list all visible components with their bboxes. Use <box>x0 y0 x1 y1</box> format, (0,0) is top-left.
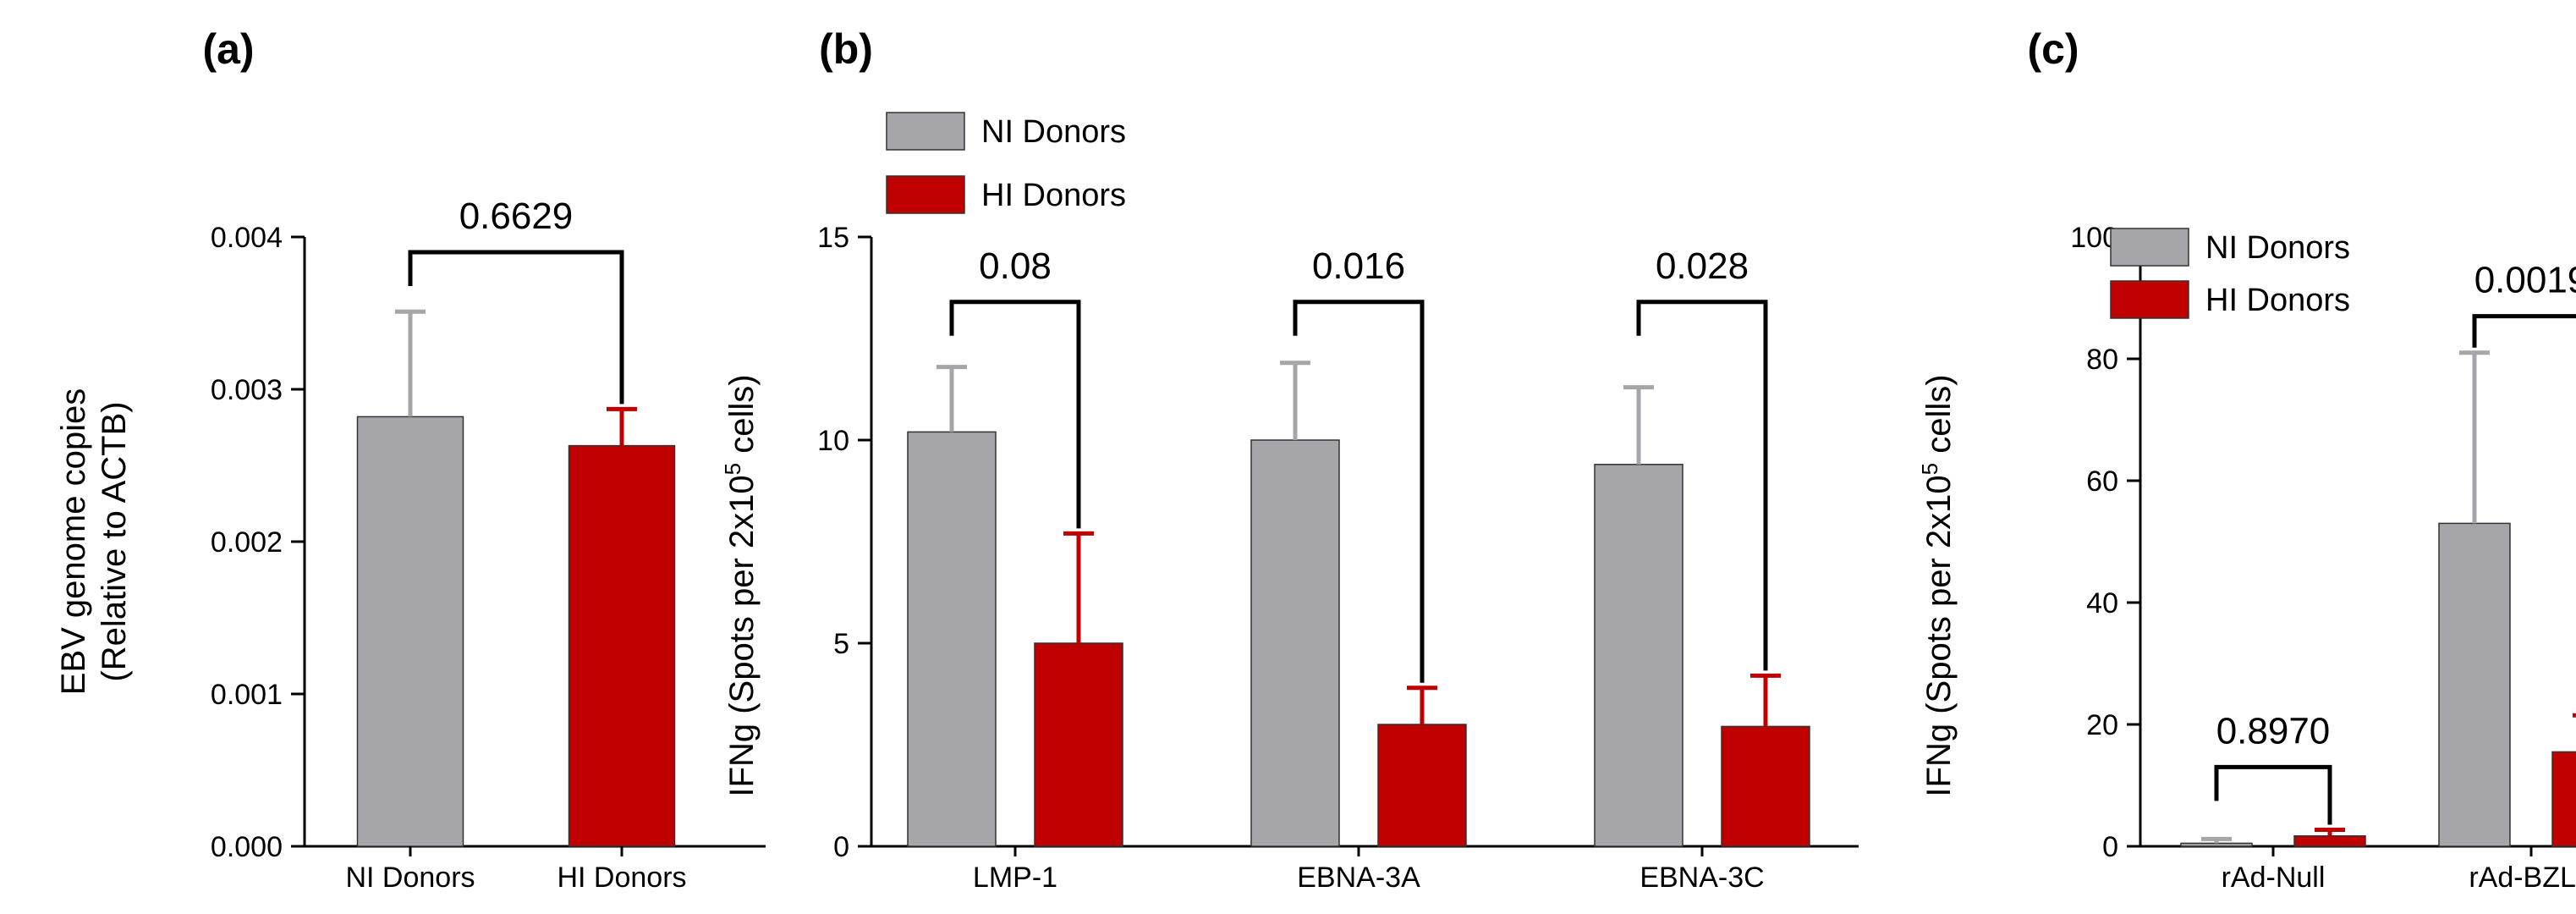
bar <box>2181 843 2252 846</box>
significance-bracket <box>410 252 622 404</box>
y-axis-label: (Relative to ACTB) <box>96 401 133 681</box>
y-tick-label: 0.001 <box>211 679 283 711</box>
panel-b: (b) 0 5 10 15 LMP-1 EBNA-3A EBNA-3C 0.08 0.016 0.0… <box>720 25 1859 894</box>
panel-label: (b) <box>819 25 873 73</box>
bar <box>358 416 464 846</box>
legend-swatch <box>2111 281 2189 318</box>
panel-c: (c)020406080100rAd-NullrAd-BZLF0.89700.0… <box>1917 25 2576 894</box>
x-tick-label: rAd-Null <box>2222 862 2326 894</box>
y-axis-label: EBV genome copies <box>55 388 92 695</box>
y-axis-label: IFNg (Spots per 2x105 cells) <box>1917 374 1958 796</box>
y-tick-label: 0.004 <box>211 222 283 254</box>
bar <box>1251 440 1339 846</box>
bar <box>569 446 675 846</box>
y-tick-label: 40 <box>2086 587 2118 619</box>
bar <box>1035 643 1123 846</box>
legend-swatch <box>2111 228 2189 266</box>
legend-label: HI Donors <box>981 178 1126 213</box>
legend-label: HI Donors <box>2205 283 2350 318</box>
bar <box>1595 465 1683 846</box>
x-tick-label: EBNA-3C <box>1640 862 1764 894</box>
legend-label: NI Donors <box>2205 230 2350 266</box>
x-tick-label: HI Donors <box>557 862 686 894</box>
panel-label: (a) <box>202 25 254 73</box>
p-value-label: 0.8970 <box>2216 710 2331 752</box>
panel-a: (a) 0.000 0.001 0.002 0.003 0.004 NI Donors HI … <box>55 25 766 894</box>
bar <box>2439 523 2510 846</box>
y-tick-label: 0.003 <box>211 374 283 406</box>
x-tick-label: NI Donors <box>345 862 475 894</box>
p-value-label: 0.028 <box>1656 245 1749 287</box>
y-tick-label: 0 <box>2102 831 2118 863</box>
p-value-label: 0.08 <box>979 245 1052 287</box>
bar <box>2294 836 2365 846</box>
y-tick-label: 0.000 <box>211 831 283 863</box>
y-tick-label: 60 <box>2086 465 2118 498</box>
figure: (a) 0.000 0.001 0.002 0.003 0.004 NI Donors HI … <box>0 0 2576 914</box>
bar <box>908 432 996 846</box>
bar <box>2552 752 2576 846</box>
legend-label: NI Donors <box>981 114 1126 150</box>
x-tick-label: LMP-1 <box>973 862 1057 894</box>
y-axis-label: IFNg (Spots per 2x105 cells) <box>720 374 761 796</box>
y-tick-label: 0 <box>833 831 849 863</box>
p-value-label: 0.6629 <box>459 195 574 237</box>
p-value-label: 0.016 <box>1312 245 1405 287</box>
x-tick-label: rAd-BZLF <box>2469 862 2576 894</box>
y-tick-label: 15 <box>817 222 849 254</box>
y-tick-label: 10 <box>817 425 849 457</box>
panel-label: (c) <box>2027 25 2079 73</box>
y-tick-label: 0.002 <box>211 526 283 559</box>
y-tick-label: 80 <box>2086 344 2118 376</box>
y-tick-label: 20 <box>2086 709 2118 741</box>
legend-swatch <box>887 113 964 150</box>
bar <box>1378 724 1466 846</box>
legend-swatch <box>887 176 964 213</box>
p-value-label: 0.0019 <box>2474 260 2576 301</box>
y-tick-label: 5 <box>833 628 849 660</box>
x-tick-label: EBNA-3A <box>1297 862 1420 894</box>
bar <box>1722 726 1810 846</box>
significance-bracket <box>2216 767 2330 824</box>
